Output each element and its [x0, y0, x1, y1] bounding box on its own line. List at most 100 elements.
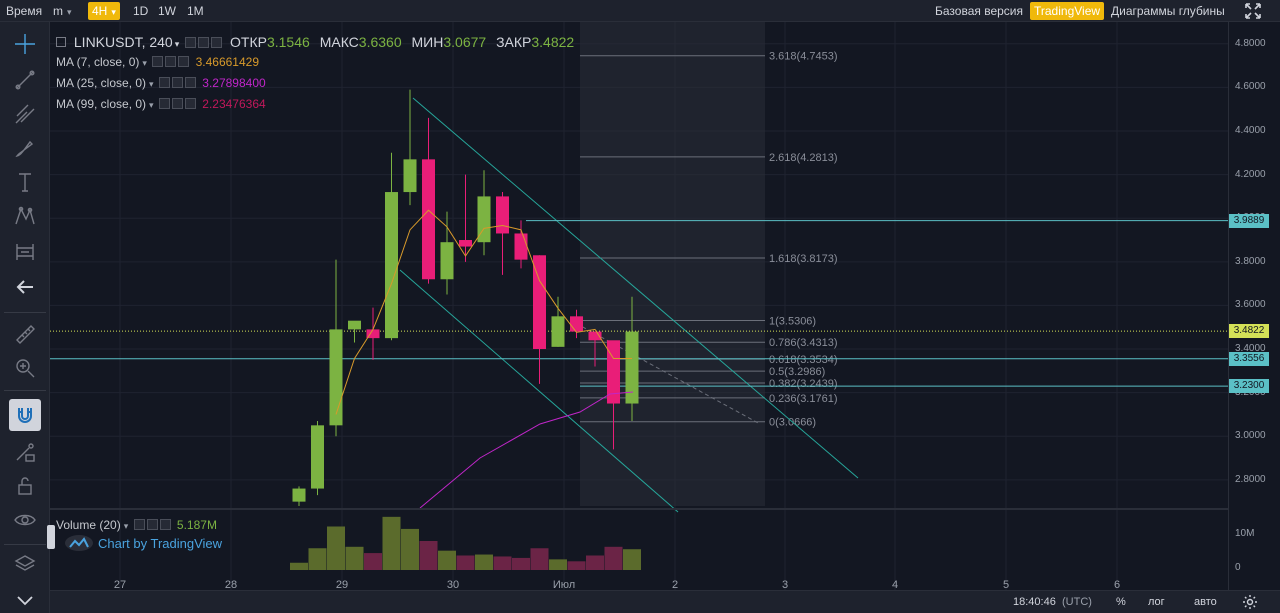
interval-1w-button[interactable]: 1W: [158, 4, 176, 18]
price-axis-label: 4.6000: [1235, 81, 1266, 93]
brush-icon[interactable]: [13, 136, 37, 160]
volume-bar: [419, 541, 438, 570]
volume-bar: [345, 546, 364, 570]
volume-close-icon[interactable]: [159, 519, 171, 530]
channel-lower-line: [399, 269, 679, 513]
volume-bar: [567, 561, 586, 570]
basic-version-tab[interactable]: Базовая версия: [935, 4, 1023, 18]
auto-toggle[interactable]: авто: [1194, 596, 1217, 608]
volume-bar: [308, 548, 327, 570]
legend-close-icon[interactable]: [211, 37, 223, 48]
high-value: 3.6360: [358, 34, 402, 50]
drawing-lines: [50, 97, 1228, 513]
candle-body: [329, 329, 343, 426]
sidebar-collapse-handle[interactable]: [47, 525, 55, 549]
eye-icon[interactable]: [13, 508, 37, 532]
clock-time: 18:40:46: [1013, 596, 1056, 608]
interval-1m-button[interactable]: 1M: [187, 4, 204, 18]
ma99-hide-icon[interactable]: [171, 98, 183, 109]
volume-bar: [438, 550, 456, 570]
ma25-value: 3.27898400: [202, 76, 266, 90]
collapse-legend-icon[interactable]: [56, 37, 66, 47]
candle-body: [459, 240, 472, 247]
time-axis-label: 29: [336, 579, 348, 590]
volume-bar: [530, 548, 549, 570]
price-axis-label: 3.4000: [1235, 343, 1266, 355]
fib-retracement: 3.618(4.7453) 2.618(4.2813) 1.618(3.8173) 1…: [580, 51, 838, 429]
moving-averages: [335, 209, 634, 509]
ma25-settings-icon[interactable]: [158, 77, 170, 88]
volume-hide-icon[interactable]: [146, 519, 158, 530]
ma25-label[interactable]: MA (25, close, 0): [56, 76, 147, 90]
price-axis-label: 4.4000: [1235, 125, 1266, 136]
depth-chart-tab[interactable]: Диаграммы глубины: [1111, 4, 1225, 18]
log-toggle[interactable]: лог: [1148, 596, 1165, 608]
clock-timezone[interactable]: (UTC): [1062, 596, 1092, 608]
pitchfork-icon[interactable]: [13, 102, 37, 126]
volume-settings-icon[interactable]: [133, 519, 145, 530]
candle-body: [588, 331, 602, 341]
ma7-line: [335, 209, 632, 415]
prediction-icon[interactable]: [13, 240, 37, 264]
legend-settings-icon[interactable]: [185, 37, 197, 48]
layers-icon[interactable]: [13, 552, 37, 576]
interval-menu[interactable]: m: [49, 2, 76, 20]
ma99-close-icon[interactable]: [184, 98, 196, 109]
text-icon[interactable]: [13, 170, 37, 194]
volume-bar: [604, 546, 623, 570]
candle-body: [292, 488, 306, 502]
fib-highlight-zone: [580, 22, 765, 506]
volume-bar: [456, 555, 475, 570]
interval-1d-button[interactable]: 1D: [133, 4, 149, 18]
top-toolbar: Время m 4H 1D 1W 1M Базовая версия Tradi…: [0, 0, 1280, 22]
interval-4h-button[interactable]: 4H: [88, 2, 120, 20]
candlesticks: [292, 89, 639, 506]
volume-bar: [512, 557, 530, 570]
pattern-icon[interactable]: [13, 204, 37, 228]
price-chart[interactable]: 3.618(4.7453) 2.618(4.2813) 1.618(3.8173) 1…: [50, 22, 1228, 590]
fullscreen-icon[interactable]: [1240, 2, 1266, 20]
volume-bar: [290, 562, 308, 570]
legend-hide-icon[interactable]: [198, 37, 210, 48]
percent-toggle[interactable]: %: [1116, 596, 1126, 608]
ma99-value: 2.23476364: [202, 97, 266, 111]
open-label: ОТКР: [230, 34, 267, 50]
ma99-label[interactable]: MA (99, close, 0): [56, 97, 147, 111]
ma7-close-icon[interactable]: [178, 56, 190, 67]
tradingview-tab[interactable]: TradingView: [1030, 2, 1105, 20]
ma25-close-icon[interactable]: [184, 77, 196, 88]
volume-label[interactable]: Volume (20): [56, 518, 121, 532]
candle-body: [440, 242, 454, 280]
ma25-hide-icon[interactable]: [171, 77, 183, 88]
back-arrow-icon[interactable]: [13, 275, 37, 299]
candle-body: [366, 329, 380, 339]
chevron-down-icon[interactable]: [13, 588, 37, 612]
volume-bar: [493, 556, 512, 570]
ma7-label[interactable]: MA (7, close, 0): [56, 55, 140, 69]
tradingview-watermark[interactable]: Chart by TradingView: [64, 534, 222, 552]
lock-drawing-icon[interactable]: [13, 440, 37, 464]
symbol-legend: LINKUSDT, 240 ▾ ОТКР3.1546 МАКС3.6360 МИН…: [56, 34, 574, 50]
zoom-in-icon[interactable]: [13, 356, 37, 380]
candle-body: [403, 159, 417, 193]
candle-body: [625, 331, 639, 404]
candle-body: [551, 316, 565, 347]
price-axis[interactable]: 4.80004.60004.40004.20004.00003.80003.60…: [1228, 22, 1280, 590]
ma7-hide-icon[interactable]: [165, 56, 177, 67]
volume-bar: [382, 516, 401, 570]
magnet-icon[interactable]: [9, 399, 41, 431]
crosshair-icon[interactable]: [13, 32, 37, 56]
volume-legend: Volume (20) ▾ 5.187M: [56, 518, 217, 532]
trend-line-icon[interactable]: [13, 68, 37, 92]
unlock-icon[interactable]: [13, 474, 37, 498]
projection-dashed-line: [569, 319, 761, 425]
price-axis-label: 3.8000: [1235, 255, 1266, 267]
settings-gear-icon[interactable]: [1242, 594, 1258, 613]
ma99-settings-icon[interactable]: [158, 98, 170, 109]
ma7-settings-icon[interactable]: [152, 56, 164, 67]
symbol-name[interactable]: LINKUSDT, 240: [73, 34, 173, 50]
volume-bar: [475, 554, 493, 570]
ruler-icon[interactable]: [13, 322, 37, 346]
price-tag: 3.3556: [1229, 351, 1269, 366]
price-axis-label: 3.6000: [1235, 299, 1266, 311]
